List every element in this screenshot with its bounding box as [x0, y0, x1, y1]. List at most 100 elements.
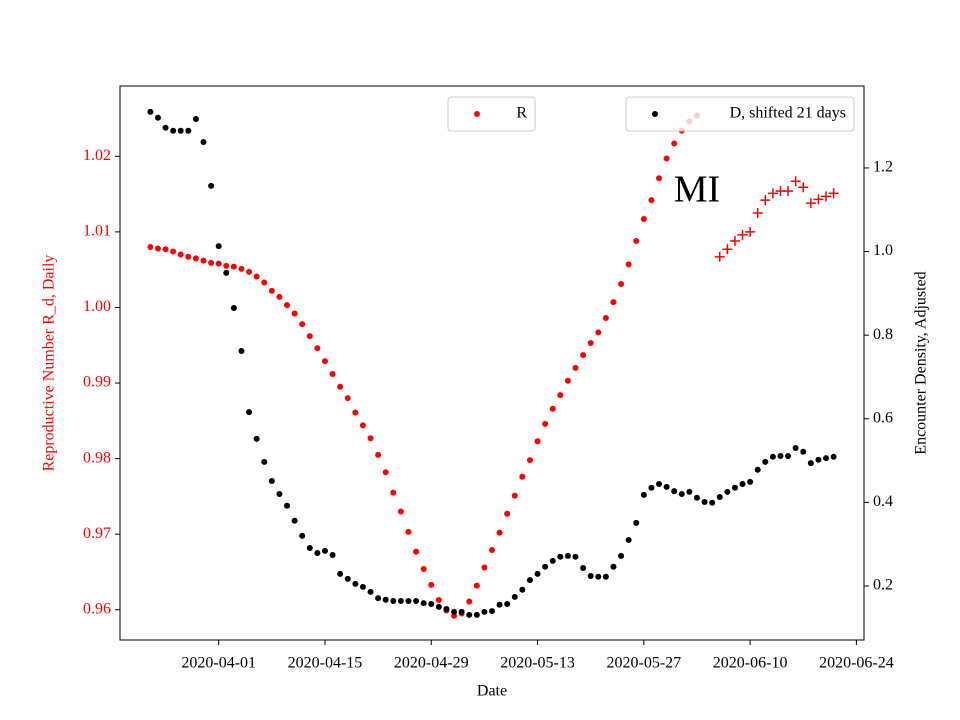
dot — [481, 608, 488, 615]
y-tick-label: 1.02 — [83, 147, 111, 164]
dot — [192, 116, 199, 123]
dot — [359, 583, 366, 590]
dot — [557, 392, 564, 399]
x-tick-label: 2020-06-24 — [819, 655, 894, 672]
dot — [261, 458, 268, 465]
x-tick-label: 2020-05-13 — [500, 655, 575, 672]
dot — [238, 265, 245, 272]
dot — [299, 321, 306, 328]
dot — [352, 580, 359, 587]
dot — [306, 544, 313, 551]
dot — [618, 552, 625, 559]
dot — [208, 259, 215, 266]
dot — [815, 456, 822, 463]
dot — [261, 279, 268, 286]
y-tick-label: 0.98 — [83, 449, 111, 466]
y2-tick-label: 1.0 — [873, 242, 893, 259]
dot — [200, 257, 207, 264]
dot — [739, 480, 746, 487]
dot — [405, 528, 412, 535]
plus-marker — [828, 188, 839, 199]
dot — [390, 489, 397, 496]
dot — [701, 498, 708, 505]
dot — [443, 605, 450, 612]
dot — [375, 595, 382, 602]
y2-tick-label: 0.2 — [873, 577, 893, 594]
dot — [337, 570, 344, 577]
dot — [625, 537, 632, 544]
dot — [435, 596, 442, 603]
dot — [769, 453, 776, 460]
dot — [640, 491, 647, 498]
legend-marker — [474, 111, 480, 117]
dot — [397, 598, 404, 605]
dot — [162, 246, 169, 253]
dot — [481, 564, 488, 571]
dot — [564, 552, 571, 559]
dot — [504, 510, 511, 517]
dot — [154, 114, 161, 121]
dot — [246, 409, 253, 416]
dot — [519, 586, 526, 593]
dot — [147, 108, 154, 115]
dot — [208, 182, 215, 189]
dot — [284, 302, 291, 309]
dot — [413, 548, 420, 555]
legend-label: D, shifted 21 days — [730, 105, 846, 122]
dot — [785, 452, 792, 459]
plus-marker — [745, 226, 756, 237]
dot — [656, 480, 663, 487]
dot — [314, 345, 321, 352]
plus-marker — [813, 194, 824, 205]
plus-marker — [790, 176, 801, 187]
dot — [420, 600, 427, 607]
dot — [466, 611, 473, 618]
dot — [526, 457, 533, 464]
dot — [367, 435, 374, 442]
dot — [375, 451, 382, 458]
dot — [693, 494, 700, 501]
dot — [344, 395, 351, 402]
dot — [625, 261, 632, 268]
plus-marker — [783, 186, 794, 197]
plus-marker — [798, 182, 809, 193]
dot — [572, 364, 579, 371]
dot — [686, 488, 693, 495]
dot — [223, 262, 230, 269]
dot — [223, 269, 230, 276]
legend-label: R — [516, 105, 527, 122]
x-tick-label: 2020-06-10 — [713, 655, 788, 672]
plus-marker — [821, 191, 832, 202]
dot — [618, 281, 625, 288]
dot — [170, 127, 177, 134]
y2-tick-label: 1.2 — [873, 159, 893, 176]
x-tick-label: 2020-04-15 — [288, 655, 363, 672]
plot-frame — [119, 85, 865, 641]
dot — [337, 383, 344, 390]
dot — [511, 492, 518, 499]
legend-marker — [652, 111, 658, 117]
dot — [359, 422, 366, 429]
dot — [709, 499, 716, 506]
y-tick-label: 0.96 — [83, 600, 111, 617]
legend-box — [447, 96, 536, 132]
dot — [610, 563, 617, 570]
dot — [633, 519, 640, 526]
dot — [367, 588, 374, 595]
dot — [489, 608, 495, 615]
dot — [268, 287, 275, 294]
dot — [291, 517, 298, 524]
dot — [792, 445, 799, 452]
dot — [299, 532, 306, 539]
dot — [253, 435, 260, 442]
dot — [572, 553, 579, 560]
dot — [602, 315, 609, 322]
plus-marker — [752, 207, 763, 218]
y-tick-label: 0.97 — [83, 525, 111, 542]
dot — [230, 263, 237, 270]
dot — [648, 484, 655, 491]
dot — [489, 547, 495, 554]
dot — [215, 260, 222, 267]
dot — [451, 608, 458, 615]
